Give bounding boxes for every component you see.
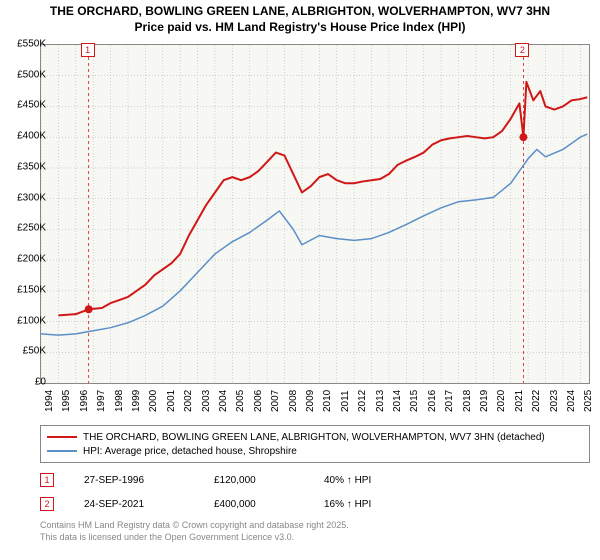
- y-tick-label: £0: [35, 377, 46, 388]
- data-row-date: 24-SEP-2021: [84, 499, 214, 510]
- legend-label: HPI: Average price, detached house, Shro…: [83, 446, 297, 457]
- y-tick-label: £50K: [23, 346, 46, 357]
- marker-1-box: 1: [81, 43, 95, 57]
- chart-svg: [41, 45, 589, 383]
- x-tick-label: 2003: [201, 390, 212, 412]
- x-tick-label: 2019: [479, 390, 490, 412]
- y-tick-label: £200K: [17, 254, 46, 265]
- y-tick-label: £450K: [17, 100, 46, 111]
- data-row-price: £400,000: [214, 499, 324, 510]
- x-tick-label: 2002: [183, 390, 194, 412]
- x-tick-label: 2014: [392, 390, 403, 412]
- x-tick-label: 2023: [549, 390, 560, 412]
- x-tick-label: 1994: [44, 390, 55, 412]
- y-tick-label: £100K: [17, 315, 46, 326]
- x-tick-label: 2018: [462, 390, 473, 412]
- x-tick-label: 2015: [409, 390, 420, 412]
- x-tick-label: 2017: [444, 390, 455, 412]
- data-row-pct: 16% ↑ HPI: [324, 499, 434, 510]
- y-tick-label: £300K: [17, 192, 46, 203]
- x-tick-label: 2012: [357, 390, 368, 412]
- x-tick-label: 2008: [288, 390, 299, 412]
- x-tick-label: 2007: [270, 390, 281, 412]
- x-tick-label: 1997: [96, 390, 107, 412]
- x-tick-label: 2011: [340, 390, 351, 412]
- x-tick-label: 2025: [583, 390, 594, 412]
- plot-area: [40, 44, 590, 384]
- legend-item: THE ORCHARD, BOWLING GREEN LANE, ALBRIGH…: [47, 430, 583, 444]
- x-tick-label: 2013: [375, 390, 386, 412]
- x-tick-label: 2016: [427, 390, 438, 412]
- data-row-marker: 1: [40, 473, 54, 487]
- footer-line-2: This data is licensed under the Open Gov…: [40, 532, 294, 542]
- x-tick-label: 2006: [253, 390, 264, 412]
- x-tick-label: 2009: [305, 390, 316, 412]
- x-tick-label: 2024: [566, 390, 577, 412]
- y-tick-label: £250K: [17, 223, 46, 234]
- data-row-date: 27-SEP-1996: [84, 475, 214, 486]
- x-tick-label: 1999: [131, 390, 142, 412]
- data-row: 2 24-SEP-2021£400,00016% ↑ HPI: [40, 492, 590, 516]
- x-tick-label: 1996: [79, 390, 90, 412]
- chart-title: THE ORCHARD, BOWLING GREEN LANE, ALBRIGH…: [0, 0, 600, 37]
- y-tick-label: £150K: [17, 284, 46, 295]
- legend-label: THE ORCHARD, BOWLING GREEN LANE, ALBRIGH…: [83, 432, 545, 443]
- x-tick-label: 2004: [218, 390, 229, 412]
- data-table: 1 27-SEP-1996£120,00040% ↑ HPI 2 24-SEP-202…: [40, 468, 590, 516]
- y-tick-label: £550K: [17, 39, 46, 50]
- data-row: 1 27-SEP-1996£120,00040% ↑ HPI: [40, 468, 590, 492]
- chart-container: THE ORCHARD, BOWLING GREEN LANE, ALBRIGH…: [0, 0, 600, 560]
- footer-line-1: Contains HM Land Registry data © Crown c…: [40, 520, 349, 530]
- y-tick-label: £400K: [17, 131, 46, 142]
- data-row-pct: 40% ↑ HPI: [324, 475, 434, 486]
- title-line-2: Price paid vs. HM Land Registry's House …: [135, 20, 466, 34]
- x-tick-label: 1998: [114, 390, 125, 412]
- marker-2-box: 2: [515, 43, 529, 57]
- y-tick-label: £500K: [17, 69, 46, 80]
- x-tick-label: 2022: [531, 390, 542, 412]
- x-tick-label: 1995: [61, 390, 72, 412]
- title-line-1: THE ORCHARD, BOWLING GREEN LANE, ALBRIGH…: [50, 4, 550, 18]
- x-tick-label: 2020: [496, 390, 507, 412]
- legend: THE ORCHARD, BOWLING GREEN LANE, ALBRIGH…: [40, 425, 590, 463]
- legend-swatch: [47, 450, 77, 452]
- data-row-marker: 2: [40, 497, 54, 511]
- legend-swatch: [47, 436, 77, 438]
- y-tick-label: £350K: [17, 161, 46, 172]
- x-tick-label: 2021: [514, 390, 525, 412]
- x-tick-label: 2000: [148, 390, 159, 412]
- legend-item: HPI: Average price, detached house, Shro…: [47, 444, 583, 458]
- data-row-price: £120,000: [214, 475, 324, 486]
- x-tick-label: 2001: [166, 390, 177, 412]
- x-tick-label: 2010: [322, 390, 333, 412]
- footer-attribution: Contains HM Land Registry data © Crown c…: [40, 520, 349, 543]
- x-tick-label: 2005: [235, 390, 246, 412]
